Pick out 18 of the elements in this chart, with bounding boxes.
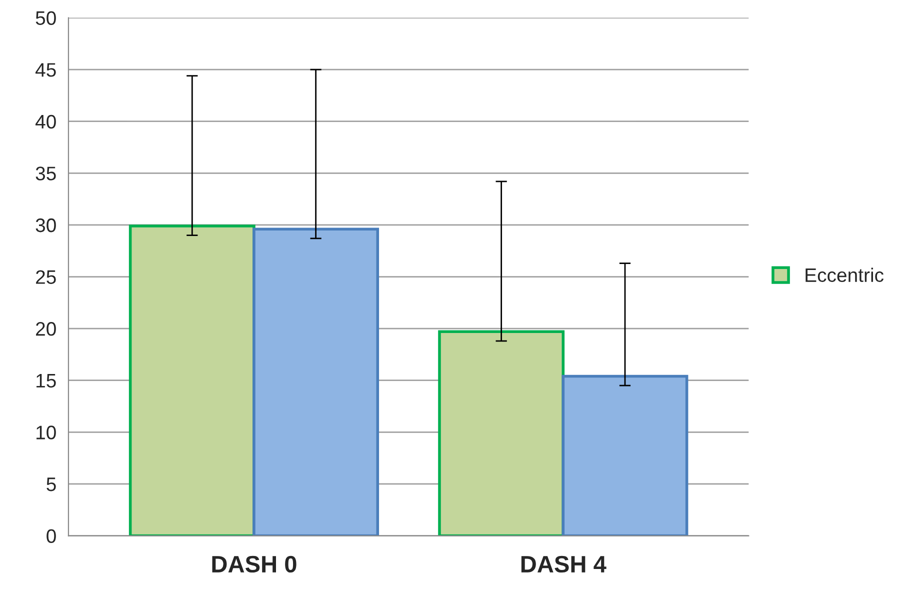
y-tick-label: 50 (36, 11, 56, 25)
bar (128, 224, 256, 536)
bar (562, 374, 688, 536)
y-tick-label: 15 (36, 374, 56, 388)
y-tick-label: 20 (36, 322, 56, 336)
y-tick-label: 40 (35, 114, 56, 129)
legend-label: Eccentric (806, 268, 884, 282)
x-tick-label: DASH 0 (212, 556, 296, 573)
y-tick-label: 45 (35, 63, 56, 77)
y-tick-label: 25 (36, 270, 56, 284)
bar (252, 228, 380, 536)
y-tick-label: 30 (36, 218, 56, 232)
y-tick-label: 10 (36, 426, 56, 440)
y-tick-label: 0 (46, 529, 56, 543)
x-tick-label: DASH 4 (521, 556, 606, 573)
y-tick-label: 35 (36, 166, 56, 180)
bar (438, 330, 565, 536)
y-tick-label: 5 (46, 478, 56, 492)
